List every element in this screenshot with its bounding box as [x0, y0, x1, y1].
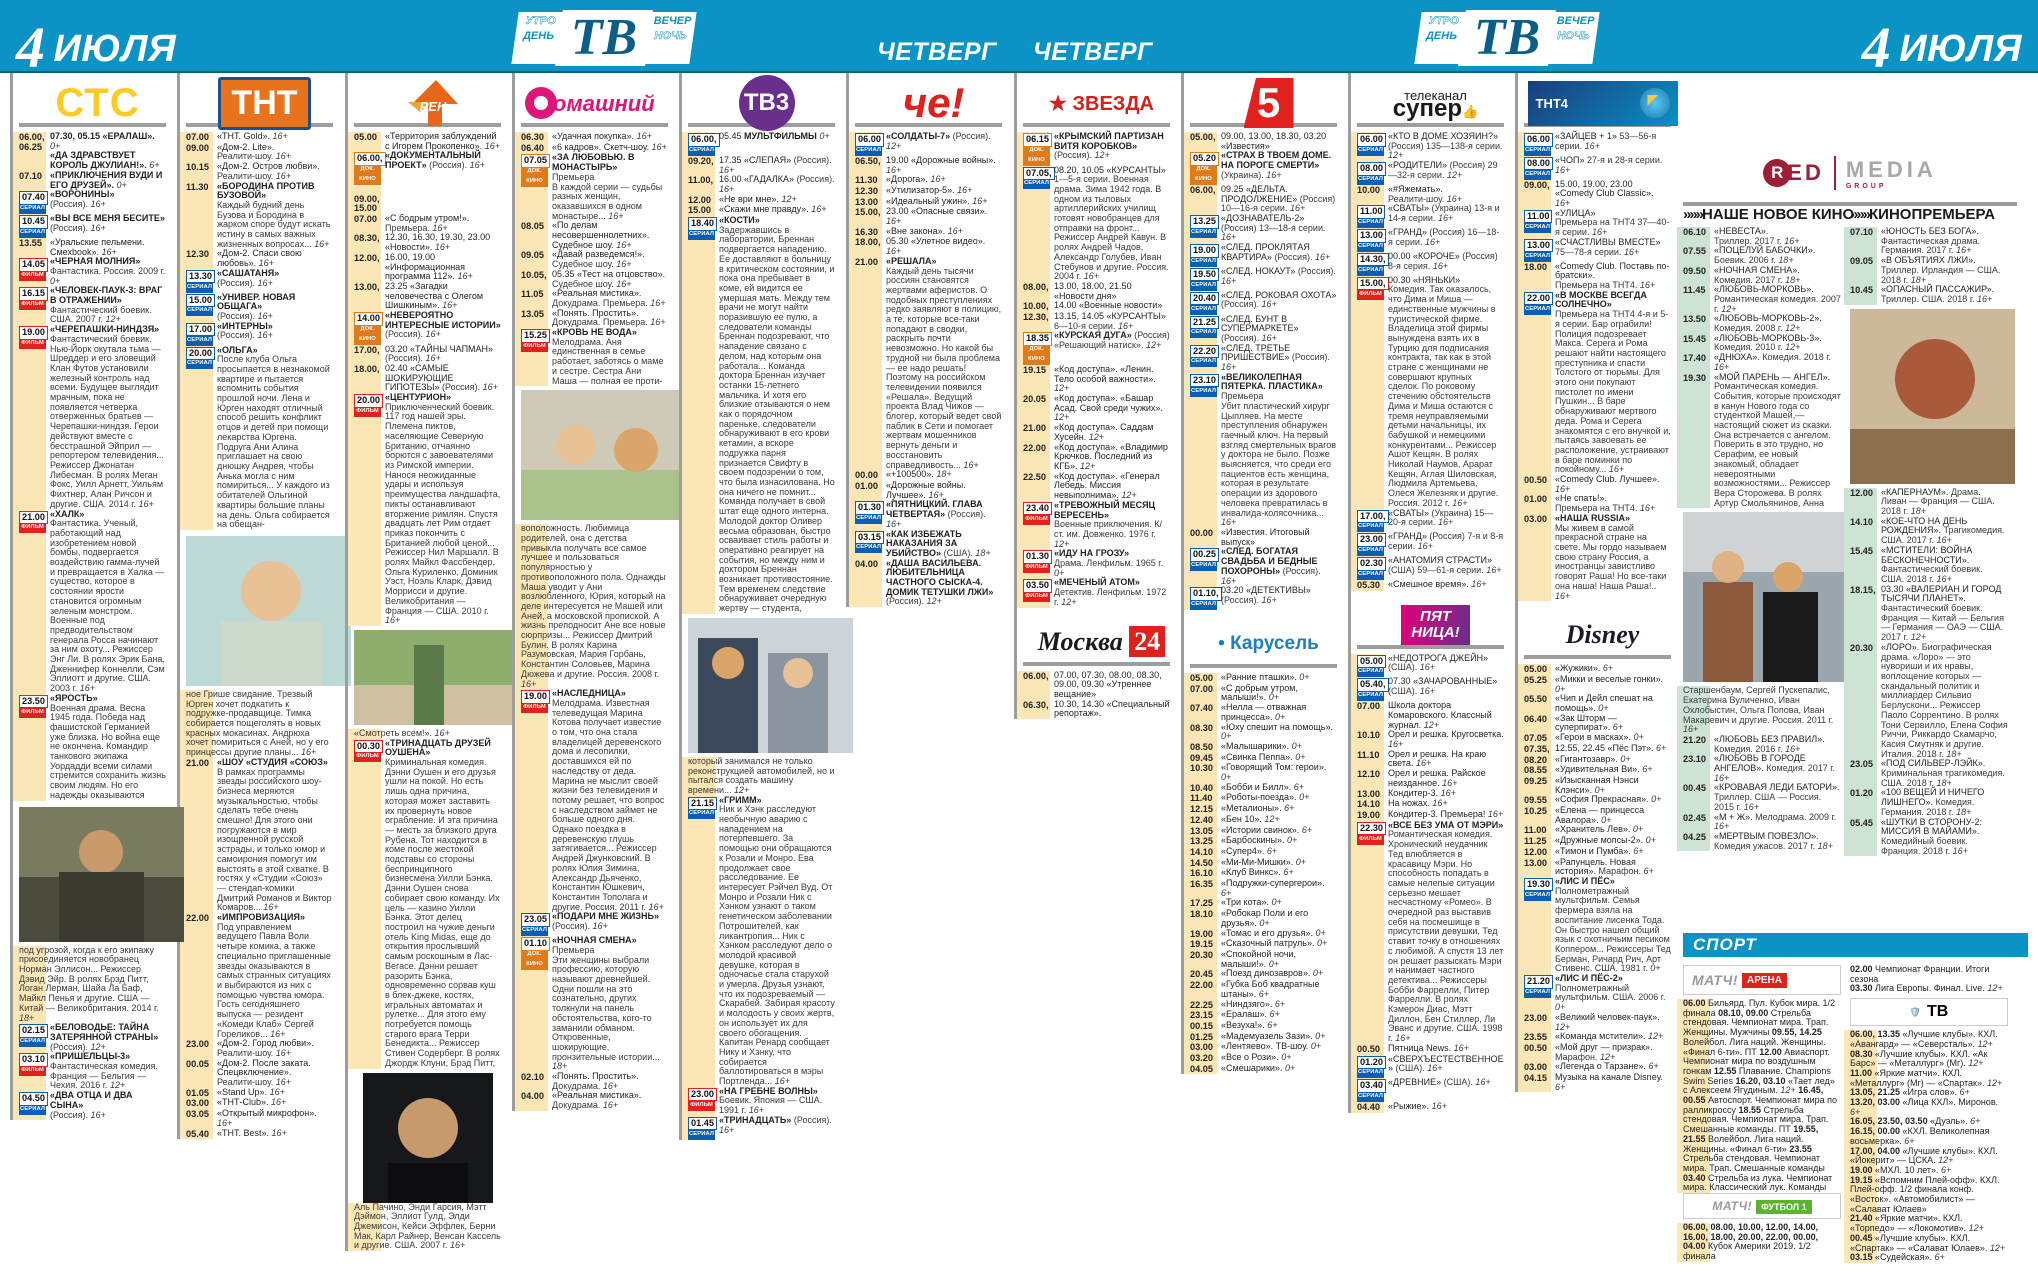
svg-text:РЕН: РЕН	[419, 99, 446, 114]
svg-text:омашний: омашний	[553, 91, 655, 116]
